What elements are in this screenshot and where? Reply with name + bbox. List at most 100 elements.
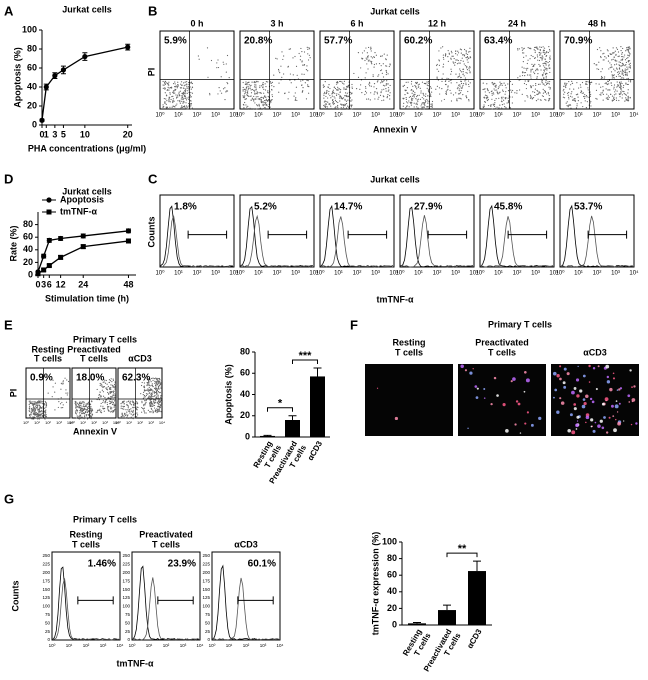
cell-dot (585, 80, 587, 83)
cell-dot (264, 83, 266, 85)
cell-dot (539, 53, 541, 55)
cell-dot (545, 54, 548, 57)
cell-dot (305, 98, 308, 100)
x-axis-label: Stimulation time (h) (45, 293, 129, 303)
cell-dot (546, 93, 548, 95)
cell-dot (383, 99, 385, 101)
cell-dot (60, 397, 62, 399)
cell-dot (575, 107, 578, 109)
cell-dot (226, 81, 228, 84)
cell-dot (577, 100, 579, 102)
cell-dot (427, 105, 429, 108)
cell-dot (308, 92, 310, 94)
cell-dot (613, 84, 616, 86)
cell-dot (458, 97, 460, 99)
cell-dot (333, 102, 335, 105)
cell-dot (493, 84, 495, 86)
cell-dot (250, 99, 252, 101)
cell-dot (338, 97, 341, 99)
cell-dot (130, 416, 132, 418)
cell-dot (244, 98, 246, 100)
cell-dot (455, 92, 457, 94)
cell-dot (539, 46, 541, 48)
cell-dot (486, 99, 489, 102)
cell-dot (468, 51, 470, 53)
cell-dot (455, 59, 457, 61)
cell-dot (33, 408, 35, 410)
cell-dot (83, 402, 85, 404)
cell-dot (403, 102, 405, 104)
cell-dot (34, 408, 36, 410)
cell-dot (333, 96, 335, 98)
cell-dot (582, 105, 584, 108)
cell-dot (611, 53, 613, 55)
stained-cell (589, 397, 593, 401)
stained-cell (530, 423, 534, 427)
cell-dot (454, 61, 456, 64)
cell-dot (289, 73, 292, 75)
cell-dot (614, 91, 616, 93)
cell-dot (247, 85, 249, 88)
panel-title: Jurkat cells (370, 174, 420, 184)
cell-dot (468, 100, 470, 102)
cell-dot (385, 58, 387, 60)
cell-dot (347, 105, 349, 107)
cell-dot (129, 403, 131, 405)
cell-dot (466, 57, 468, 59)
cell-dot (180, 83, 182, 85)
log-tick-label: 10² (593, 113, 602, 119)
cell-dot (302, 79, 304, 81)
cell-dot (141, 402, 143, 404)
cell-dot (152, 377, 154, 380)
cell-dot (329, 87, 331, 90)
cell-dot (491, 98, 493, 100)
cell-dot (248, 81, 250, 83)
cell-dot (374, 91, 376, 93)
cell-dot (456, 88, 459, 90)
cell-dot (31, 410, 33, 412)
cell-dot (104, 396, 106, 399)
panel-letter: B (148, 3, 157, 18)
cell-dot (267, 90, 269, 92)
stained-cell (559, 397, 562, 400)
cell-dot (244, 91, 246, 93)
cell-dot (102, 408, 104, 410)
cell-dot (402, 98, 404, 100)
cell-dot (491, 94, 493, 96)
stained-cell (616, 411, 619, 413)
cell-dot (427, 95, 429, 97)
cell-dot (153, 407, 156, 409)
cell-dot (28, 417, 30, 419)
cell-dot (45, 403, 48, 405)
cell-dot (181, 84, 183, 86)
x-tick-label: 10 (80, 129, 90, 139)
cell-dot (364, 90, 367, 92)
cell-dot (181, 106, 183, 108)
cell-dot (327, 101, 329, 103)
y-tick-label: 75 (125, 612, 131, 617)
cell-dot (483, 88, 485, 90)
x-tick-label: 0 (35, 279, 40, 289)
y-tick-label: 80 (23, 219, 33, 229)
cell-dot (41, 402, 44, 404)
cell-dot (149, 379, 152, 381)
cell-dot (568, 96, 570, 98)
cell-dot (43, 403, 45, 405)
cell-dot (110, 388, 112, 390)
cell-dot (247, 105, 249, 107)
cell-dot (263, 101, 265, 104)
cell-dot (86, 418, 89, 420)
quadrant-percent: 5.9% (164, 36, 187, 47)
cell-dot (538, 92, 540, 94)
stained-cell (523, 390, 526, 393)
cell-dot (496, 106, 498, 108)
cell-dot (466, 72, 468, 74)
cell-dot (148, 380, 150, 382)
cell-dot (224, 87, 226, 89)
stained-cell (583, 401, 587, 406)
cell-dot (621, 82, 623, 85)
cell-dot (166, 107, 168, 109)
cell-dot (467, 80, 470, 82)
cell-dot (380, 91, 382, 94)
cell-dot (436, 85, 439, 87)
